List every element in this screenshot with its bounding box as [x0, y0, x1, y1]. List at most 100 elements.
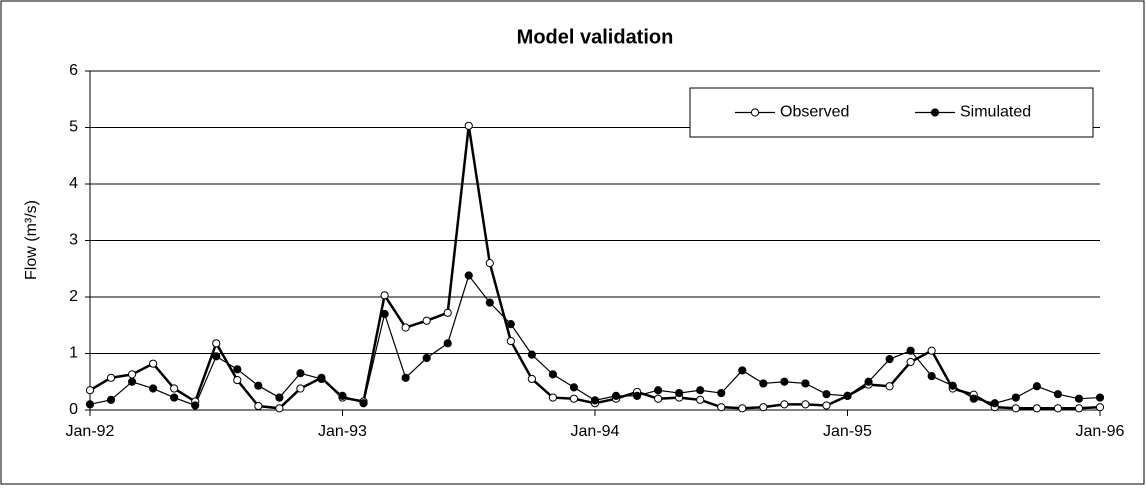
data-point [191, 401, 200, 410]
data-point [927, 346, 936, 355]
data-point [422, 353, 431, 363]
data-point [927, 372, 936, 381]
data-point [906, 346, 915, 355]
data-point [1095, 393, 1105, 402]
data-point [822, 401, 831, 410]
data-point [338, 391, 347, 400]
data-point [527, 350, 536, 359]
data-point [254, 381, 263, 390]
data-point [990, 399, 999, 408]
data-point [485, 259, 494, 268]
y-axis-label: Flow (m³/s) [23, 200, 40, 280]
data-point [1074, 404, 1084, 413]
data-point [1032, 382, 1041, 391]
y-tick-label: 4 [69, 175, 78, 192]
data-point [359, 399, 368, 408]
data-point [590, 396, 600, 405]
x-tick-label: Jan-92 [66, 423, 115, 440]
data-point [401, 323, 410, 332]
data-point [696, 386, 705, 395]
data-point [822, 390, 831, 399]
legend-marker [930, 108, 940, 117]
data-point [170, 393, 179, 402]
data-point [548, 393, 558, 402]
data-point [1011, 393, 1020, 402]
data-point [864, 377, 873, 386]
data-point [1074, 394, 1084, 403]
data-point [443, 339, 452, 348]
data-point [380, 291, 389, 300]
data-point [485, 298, 494, 307]
data-point [127, 377, 137, 386]
x-tick-label: Jan-96 [1076, 423, 1125, 440]
data-point [717, 388, 726, 398]
data-point [127, 370, 137, 379]
data-point [1032, 404, 1041, 413]
data-point [212, 352, 221, 361]
y-tick-label: 2 [69, 288, 78, 305]
data-point [738, 366, 747, 375]
data-point [275, 393, 284, 402]
data-point [654, 386, 663, 395]
data-point [296, 369, 305, 378]
data-point [149, 359, 158, 368]
data-point [1053, 404, 1063, 413]
data-point [149, 384, 158, 393]
legend-label: Observed [780, 104, 849, 121]
y-tick-label: 3 [69, 232, 78, 249]
data-point [885, 382, 894, 391]
data-point [759, 403, 768, 412]
x-tick-label: Jan-95 [823, 423, 872, 440]
data-point [464, 121, 473, 130]
data-point [296, 384, 305, 393]
data-point [569, 394, 579, 403]
y-tick-label: 5 [69, 119, 78, 136]
data-point [801, 379, 810, 388]
x-tick-label: Jan-93 [318, 423, 367, 440]
data-point [422, 316, 431, 325]
data-point [548, 370, 558, 379]
data-point [843, 391, 852, 400]
data-point [506, 336, 515, 346]
data-point [632, 391, 642, 400]
data-point [233, 365, 242, 374]
legend-marker [750, 108, 760, 117]
data-point [506, 320, 515, 329]
data-point [1095, 403, 1105, 412]
data-point [969, 394, 978, 403]
data-point [106, 373, 116, 382]
data-point [212, 339, 221, 348]
data-point [759, 379, 768, 388]
y-tick-label: 6 [69, 62, 78, 79]
data-point [85, 400, 95, 409]
data-point [464, 271, 473, 280]
data-point [611, 391, 621, 400]
data-point [801, 400, 810, 409]
data-point [380, 309, 389, 319]
data-point [738, 404, 747, 413]
data-point [780, 377, 789, 386]
data-point [275, 404, 284, 413]
data-point [85, 386, 95, 395]
data-point [780, 400, 789, 409]
data-point [254, 401, 263, 411]
data-point [1011, 404, 1020, 413]
data-point [906, 357, 915, 367]
x-tick-label: Jan-94 [571, 423, 620, 440]
data-point [106, 395, 116, 404]
data-point [948, 381, 957, 390]
data-point [170, 384, 179, 393]
data-point [569, 383, 579, 392]
legend: Observed Simulated [689, 87, 1094, 138]
y-tick-label: 1 [69, 345, 78, 362]
data-point [443, 308, 452, 317]
data-point [527, 374, 536, 384]
data-point [885, 355, 894, 364]
data-point [233, 375, 242, 385]
data-point [1053, 390, 1063, 399]
data-point [696, 395, 705, 404]
legend-label: Simulated [960, 104, 1031, 121]
